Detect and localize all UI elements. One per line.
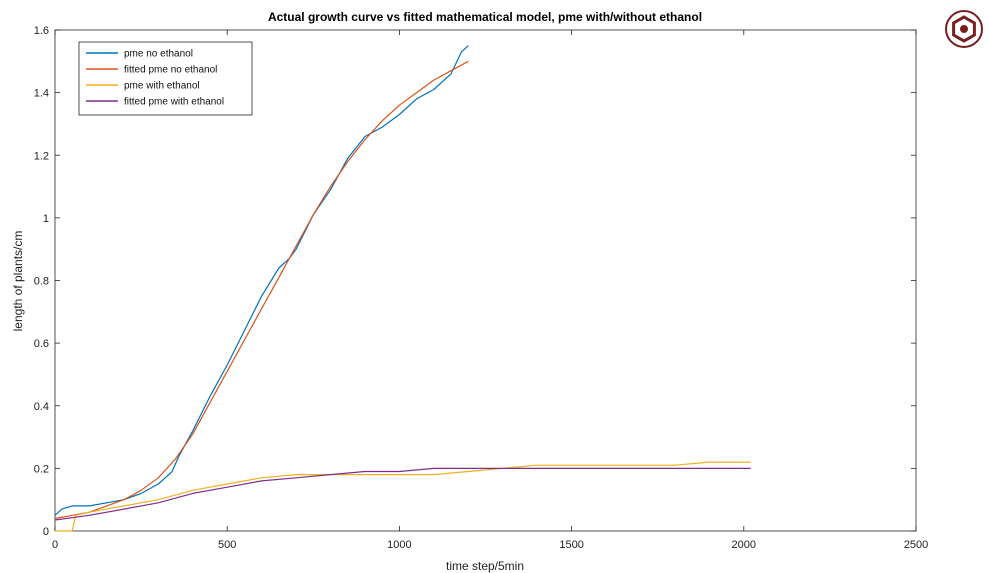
x-tick-label: 500 [218, 539, 236, 551]
y-tick-label: 1.2 [34, 150, 49, 162]
chart-title: Actual growth curve vs fitted mathematic… [268, 10, 702, 24]
y-tick-label: 0.2 [34, 463, 49, 475]
y-tick-label: 1.6 [34, 25, 49, 37]
x-tick-label: 0 [52, 539, 58, 551]
legend-label-4: fitted pme with ethanol [124, 97, 224, 108]
series-lines [54, 45, 751, 532]
y-axis-label: length of plants/cm [11, 231, 25, 332]
x-tick-label: 2500 [904, 539, 928, 551]
x-axis-label: time step/5min [446, 559, 524, 573]
y-tick-label: 0.4 [34, 401, 49, 413]
legend-label-2: fitted pme no ethanol [124, 65, 217, 76]
corner-icon-hole [960, 25, 968, 33]
corner-icon-hexagon [952, 15, 976, 43]
legend-label-3: pme with ethanol [124, 81, 200, 92]
legend: pme no ethanol fitted pme no ethanol pme w… [78, 41, 253, 116]
legend-label-1: pme no ethanol [124, 49, 193, 60]
x-tick-label: 1000 [387, 539, 411, 551]
x-tick-label: 1500 [559, 539, 583, 551]
y-axis: 0 0.2 0.4 0.6 0.8 1 1.2 1.4 1.6 [34, 25, 916, 538]
series-line-4 [54, 467, 751, 521]
series-line-3 [55, 461, 751, 532]
y-tick-label: 0.8 [34, 276, 49, 288]
series-line-2 [54, 60, 469, 520]
x-tick-label: 2000 [732, 539, 756, 551]
hexagon-nut-icon[interactable] [944, 9, 984, 49]
series-line-1 [54, 45, 469, 516]
legend-box [78, 41, 253, 116]
y-tick-label: 1 [43, 213, 49, 225]
y-tick-label: 1.4 [34, 88, 49, 100]
x-axis: 0 500 1000 1500 2000 2500 [52, 30, 928, 551]
y-tick-label: 0 [43, 526, 49, 538]
y-tick-label: 0.6 [34, 338, 49, 350]
